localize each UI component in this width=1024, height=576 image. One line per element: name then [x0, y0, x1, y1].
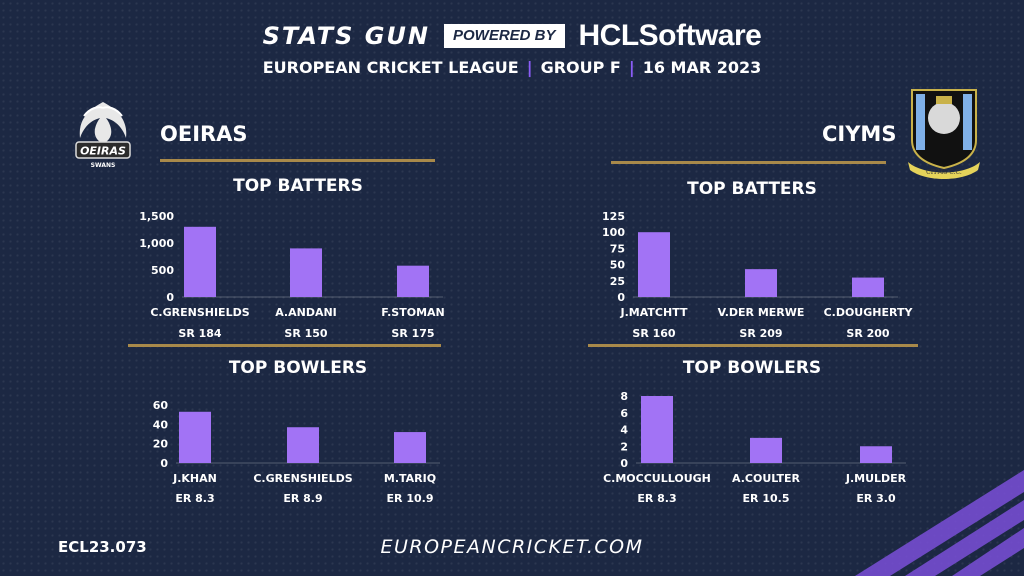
- stat-label: SR 184: [178, 327, 222, 340]
- match-code: ECL23.073: [58, 538, 147, 556]
- group-name: GROUP F: [540, 58, 621, 77]
- stat-label: SR 200: [846, 327, 890, 340]
- bar: [394, 432, 426, 463]
- stat-label: ER 8.9: [283, 492, 322, 505]
- stat-label: SR 175: [391, 327, 434, 340]
- match-subtitle: EUROPEAN CRICKET LEAGUE | GROUP F | 16 MAR 2…: [0, 58, 1024, 77]
- y-tick-label: 0: [620, 457, 628, 470]
- y-tick-label: 6: [620, 407, 628, 420]
- category-label: J.KHAN: [172, 472, 217, 485]
- bar: [287, 427, 319, 463]
- category-label: F.STOMAN: [381, 306, 445, 319]
- divider-rule: [128, 344, 441, 347]
- team-name-left: OEIRAS: [160, 122, 248, 146]
- separator: |: [526, 58, 533, 77]
- stat-label: ER 3.0: [856, 492, 896, 505]
- category-label: C.GRENSHIELDS: [150, 306, 249, 319]
- y-tick-label: 0: [160, 457, 168, 470]
- y-tick-label: 1,000: [139, 237, 174, 250]
- stat-label: ER 8.3: [637, 492, 676, 505]
- league-name: EUROPEAN CRICKET LEAGUE: [262, 58, 519, 77]
- y-tick-label: 60: [153, 399, 169, 412]
- stat-label: ER 10.5: [743, 492, 790, 505]
- category-label: J.MATCHTT: [620, 306, 688, 319]
- category-label: C.GRENSHIELDS: [253, 472, 352, 485]
- y-tick-label: 40: [153, 418, 169, 431]
- brand-header: STATS GUN POWERED BY HCLSoftware: [0, 16, 1024, 56]
- y-tick-label: 50: [610, 259, 626, 272]
- logo-text: OEIRAS: [80, 145, 126, 158]
- divider-rule: [160, 159, 435, 162]
- team-name-right: CIYMS: [822, 122, 897, 146]
- bar: [290, 248, 322, 297]
- stat-label: SR 160: [632, 327, 676, 340]
- y-tick-label: 4: [620, 424, 628, 437]
- website-link[interactable]: EUROPEANCRICKET.COM: [380, 536, 644, 558]
- stat-label: ER 10.9: [387, 492, 434, 505]
- match-date: 16 MAR 2023: [642, 58, 762, 77]
- category-label: A.COULTER: [732, 472, 800, 485]
- bar: [184, 226, 216, 297]
- bar: [641, 396, 673, 463]
- y-tick-label: 0: [166, 291, 174, 304]
- section-title-right-batters: TOP BATTERS: [687, 179, 817, 199]
- divider-rule: [611, 161, 886, 164]
- bar: [750, 437, 782, 463]
- ciyms-crest-logo-icon: CIYMS C.C.: [908, 89, 980, 179]
- y-tick-label: 125: [602, 210, 625, 223]
- y-tick-label: 75: [610, 242, 625, 255]
- category-label: C.MOCCULLOUGH: [603, 472, 711, 485]
- bar: [638, 232, 670, 297]
- category-label: V.DER MERWE: [718, 306, 805, 319]
- powered-by-badge: POWERED BY: [443, 24, 565, 48]
- y-tick-label: 20: [153, 438, 169, 451]
- y-tick-label: 100: [602, 226, 625, 239]
- stat-label: SR 150: [284, 327, 328, 340]
- stat-label: SR 209: [739, 327, 782, 340]
- category-label: M.TARIQ: [384, 472, 436, 485]
- category-label: J.MULDER: [845, 472, 907, 485]
- section-title-left-batters: TOP BATTERS: [233, 176, 363, 196]
- y-tick-label: 2: [620, 440, 628, 453]
- stat-label: ER 8.3: [175, 492, 214, 505]
- logo-subtext: SWANS: [91, 162, 116, 169]
- y-tick-label: 0: [617, 291, 625, 304]
- bar: [179, 411, 211, 463]
- category-label: A.ANDANI: [275, 306, 337, 319]
- bar: [745, 269, 777, 297]
- y-tick-label: 1,500: [139, 210, 174, 223]
- y-tick-label: 500: [151, 264, 174, 277]
- y-tick-label: 25: [610, 275, 625, 288]
- section-title-left-bowlers: TOP BOWLERS: [228, 358, 368, 378]
- category-label: C.DOUGHERTY: [824, 306, 914, 319]
- bar: [397, 265, 429, 297]
- bar: [852, 277, 884, 297]
- separator: |: [628, 58, 635, 77]
- crest-text: CIYMS C.C.: [926, 169, 962, 176]
- bar: [860, 446, 892, 463]
- oeiras-swan-logo-icon: OEIRAS SWANS: [75, 102, 131, 169]
- brand-title: STATS GUN: [262, 22, 430, 50]
- sponsor-logo-text: HCLSoftware: [578, 19, 762, 52]
- divider-rule: [588, 344, 918, 347]
- section-title-right-bowlers: TOP BOWLERS: [682, 358, 822, 378]
- y-tick-label: 8: [620, 390, 628, 403]
